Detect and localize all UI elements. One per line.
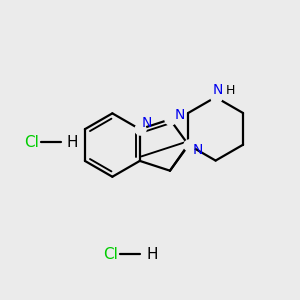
Text: H: H: [67, 135, 78, 150]
Text: H: H: [226, 84, 235, 97]
Text: H: H: [146, 247, 158, 262]
Text: N: N: [175, 108, 185, 122]
Text: N: N: [212, 83, 223, 97]
Text: Cl: Cl: [24, 135, 39, 150]
Text: N: N: [192, 143, 203, 157]
Text: Cl: Cl: [103, 247, 118, 262]
Text: N: N: [142, 116, 152, 130]
